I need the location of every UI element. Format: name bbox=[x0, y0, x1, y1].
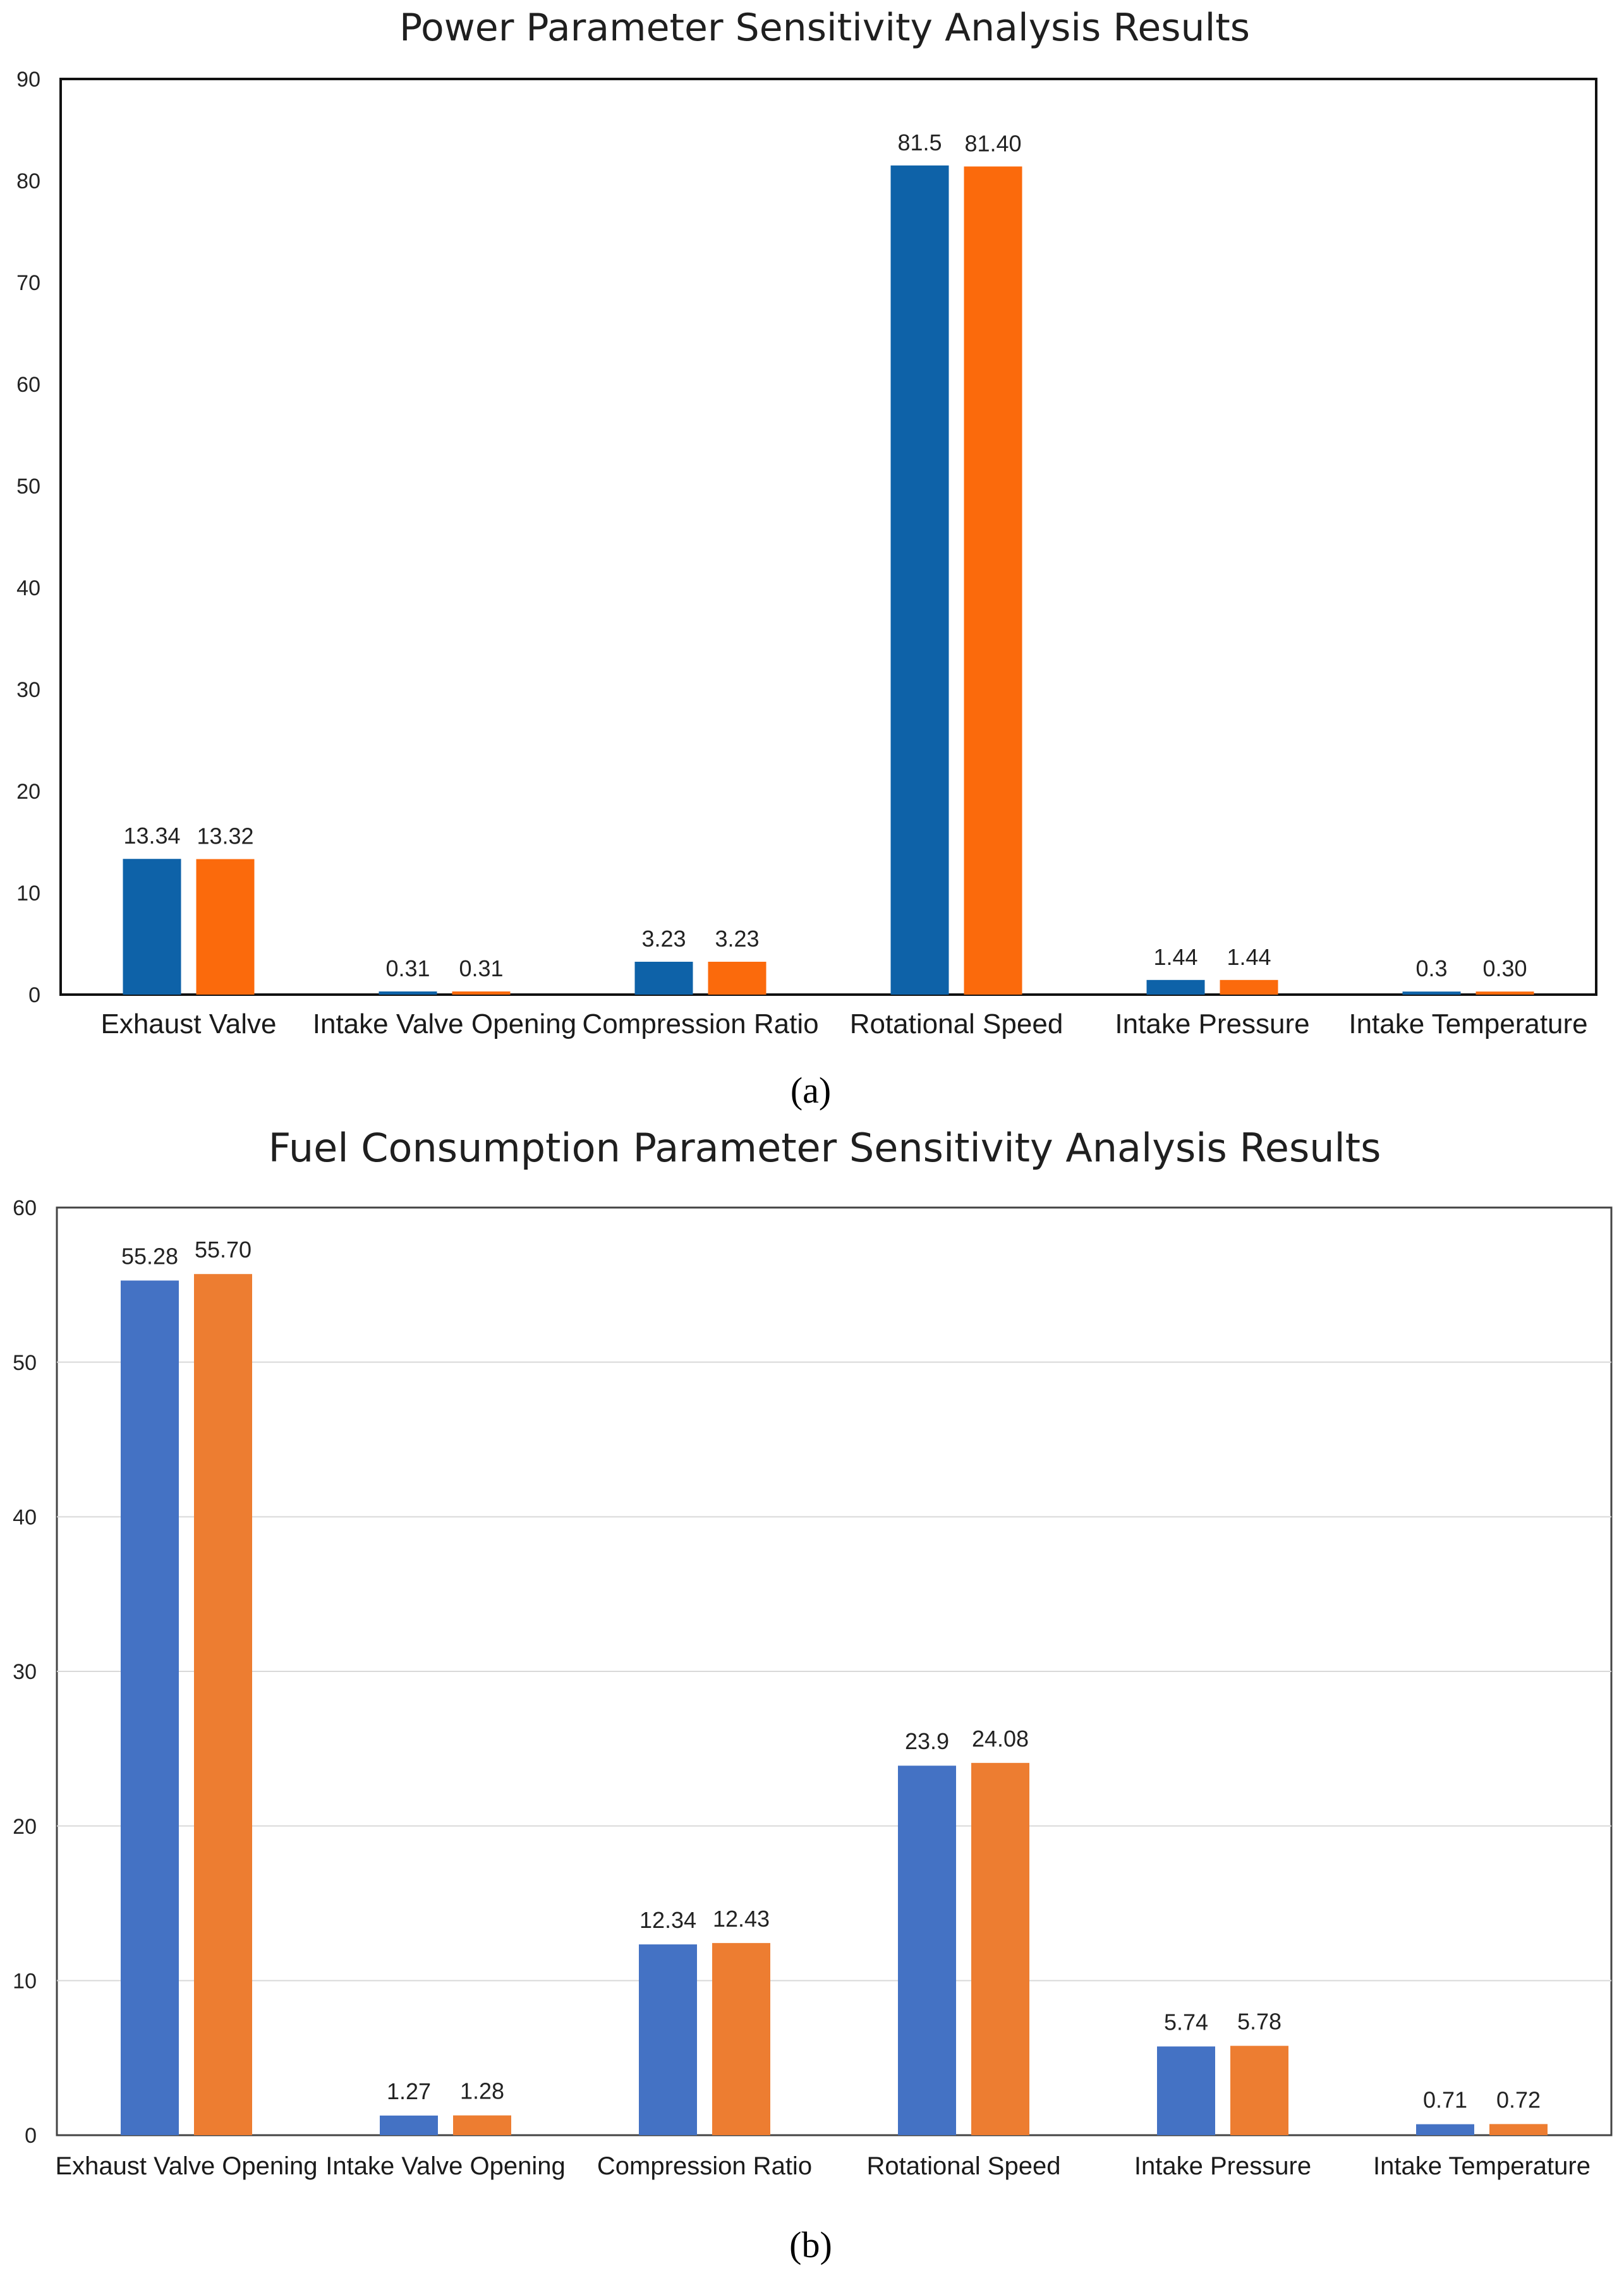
data-labels-power: 13.34 13.32 0.31 0.31 3.23 3.23 81.5 81.40 1.44 1… bbox=[123, 130, 1527, 981]
data-label: 55.28 bbox=[121, 1243, 178, 1269]
y-tick-label: 20 bbox=[16, 780, 40, 804]
data-label: 55.70 bbox=[195, 1237, 251, 1263]
bar bbox=[964, 166, 1022, 995]
data-label: 5.74 bbox=[1164, 2009, 1208, 2035]
bar bbox=[194, 1274, 252, 2135]
data-label: 81.5 bbox=[897, 130, 942, 155]
y-tick-label: 30 bbox=[13, 1660, 37, 1684]
bar bbox=[1146, 979, 1205, 995]
bar bbox=[123, 859, 181, 995]
y-tick-label: 40 bbox=[13, 1506, 37, 1530]
data-label: 3.23 bbox=[715, 926, 759, 952]
y-tick-label: 50 bbox=[16, 475, 40, 499]
y-tick-label: 0 bbox=[25, 2124, 37, 2148]
bar bbox=[898, 1766, 956, 2135]
y-axis-power: 0 10 20 30 40 50 60 70 80 90 bbox=[16, 68, 40, 1007]
y-tick-label: 10 bbox=[16, 882, 40, 906]
y-tick-label: 10 bbox=[13, 1970, 37, 1994]
bar bbox=[1220, 979, 1278, 995]
data-label: 1.28 bbox=[460, 2078, 504, 2104]
x-category-label: Compression Ratio bbox=[582, 1009, 818, 1039]
data-label: 0.31 bbox=[385, 955, 430, 981]
panel-label-b: (b) bbox=[789, 2224, 832, 2265]
data-label: 0.30 bbox=[1482, 955, 1527, 981]
data-label: 5.78 bbox=[1237, 2009, 1282, 2035]
bar bbox=[1476, 991, 1534, 995]
x-category-label: Rotational Speed bbox=[850, 1009, 1063, 1039]
chart-title-power: Power Parameter Sensitivity Analysis Res… bbox=[399, 6, 1250, 50]
x-category-label: Rotational Speed bbox=[867, 2152, 1061, 2180]
x-category-label: Compression Ratio bbox=[597, 2152, 812, 2180]
plot-area-frame-power bbox=[59, 78, 1597, 996]
y-tick-label: 90 bbox=[16, 68, 40, 92]
bar bbox=[452, 991, 511, 995]
bar bbox=[639, 1944, 697, 2135]
panel-label-a: (a) bbox=[791, 1070, 831, 1111]
bar bbox=[1157, 2046, 1215, 2135]
y-tick-label: 60 bbox=[16, 373, 40, 397]
data-label: 0.71 bbox=[1423, 2087, 1467, 2113]
data-label: 81.40 bbox=[964, 130, 1021, 156]
bar bbox=[634, 961, 693, 995]
x-category-label: Intake Temperature bbox=[1348, 1009, 1587, 1039]
data-label: 0.72 bbox=[1496, 2087, 1541, 2112]
bar bbox=[708, 961, 767, 995]
y-tick-label: 80 bbox=[16, 169, 40, 193]
data-label: 1.27 bbox=[387, 2078, 431, 2104]
y-axis-fuel: 0 10 20 30 40 50 60 bbox=[13, 1196, 37, 2148]
data-labels-fuel: 55.28 55.70 1.27 1.28 12.34 12.43 23.9 24.08 5.7… bbox=[121, 1237, 1541, 2112]
chart-fuel-consumption: Fuel Consumption Parameter Sensitivity A… bbox=[13, 1125, 1613, 2265]
data-label: 12.43 bbox=[713, 1906, 770, 1932]
x-axis-power: Exhaust Valve Intake Valve Opening Compres… bbox=[100, 1009, 1587, 1039]
x-category-label: Intake Valve Opening bbox=[313, 1009, 576, 1039]
x-category-label: Exhaust Valve Opening bbox=[55, 2152, 317, 2180]
y-tick-label: 0 bbox=[28, 983, 40, 1007]
bar bbox=[453, 2115, 511, 2135]
data-label: 0.31 bbox=[459, 955, 503, 981]
chart-title-fuel: Fuel Consumption Parameter Sensitivity A… bbox=[269, 1125, 1381, 1171]
data-label: 1.44 bbox=[1227, 944, 1271, 970]
x-axis-fuel: Exhaust Valve Opening Intake Valve Openin… bbox=[55, 2152, 1590, 2180]
data-label: 13.34 bbox=[123, 823, 180, 849]
x-category-label: Intake Pressure bbox=[1115, 1009, 1309, 1039]
y-tick-label: 50 bbox=[13, 1351, 37, 1375]
data-label: 0.3 bbox=[1415, 955, 1447, 981]
y-tick-label: 40 bbox=[16, 576, 40, 600]
data-label: 24.08 bbox=[972, 1726, 1029, 1752]
x-category-label: Intake Pressure bbox=[1134, 2152, 1311, 2180]
data-label: 1.44 bbox=[1153, 944, 1197, 970]
bar bbox=[1402, 991, 1461, 995]
bar bbox=[971, 1762, 1029, 2135]
bars-fuel bbox=[121, 1274, 1548, 2135]
y-tick-label: 30 bbox=[16, 678, 40, 702]
x-category-label: Intake Temperature bbox=[1373, 2152, 1591, 2180]
y-tick-label: 20 bbox=[13, 1815, 37, 1839]
x-category-label: Exhaust Valve bbox=[100, 1009, 276, 1039]
y-tick-label: 60 bbox=[13, 1196, 37, 1220]
bar bbox=[1416, 2124, 1474, 2135]
bar bbox=[196, 859, 255, 995]
data-label: 13.32 bbox=[197, 823, 253, 849]
data-label: 23.9 bbox=[905, 1728, 949, 1754]
data-label: 12.34 bbox=[639, 1907, 696, 1933]
gridlines-fuel bbox=[57, 1361, 1611, 1982]
bar bbox=[1489, 2124, 1548, 2135]
bar bbox=[890, 165, 949, 995]
bar bbox=[1230, 2045, 1288, 2135]
bar bbox=[380, 2115, 438, 2135]
bar bbox=[121, 1280, 179, 2135]
x-category-label: Intake Valve Opening bbox=[325, 2152, 566, 2180]
data-label: 3.23 bbox=[641, 926, 686, 952]
chart-power: Power Parameter Sensitivity Analysis Res… bbox=[16, 6, 1597, 1111]
bar bbox=[712, 1942, 770, 2135]
bar bbox=[379, 991, 437, 995]
y-tick-label: 70 bbox=[16, 271, 40, 295]
bars-power bbox=[123, 165, 1534, 995]
